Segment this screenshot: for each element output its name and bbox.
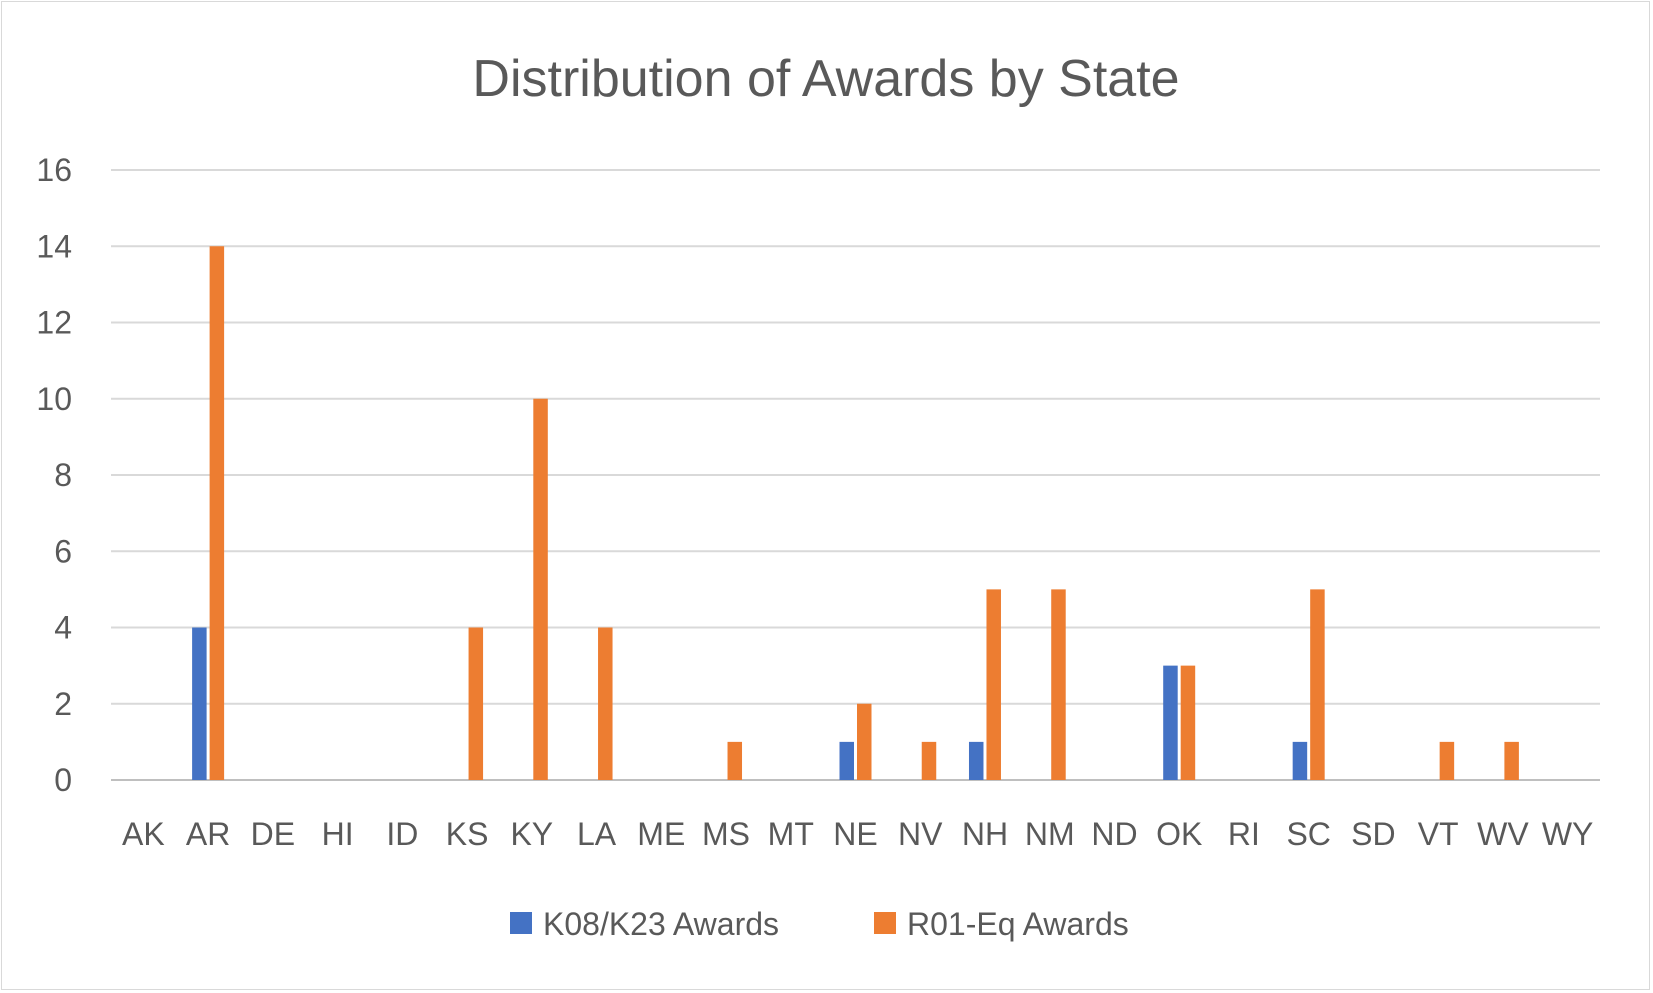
x-tick-label: ID [386,816,418,852]
bar-sc-series-2 [1310,589,1325,780]
x-axis-ticks: AK AR DE HI ID KS KY LA ME MS MT NE NV NH NM ND OK RI SC SD… [122,816,1593,852]
bar-nh-series-2 [986,589,1001,780]
bar-ok-series-1 [1163,665,1178,780]
bar-ms-series-2 [727,741,743,780]
x-tick-label: MT [768,816,814,852]
x-tick-label: WV [1477,816,1529,852]
bar-ne-series-1 [839,741,854,780]
x-tick-label: NH [962,816,1008,852]
x-tick-label: DE [251,816,295,852]
bar-ok-series-2 [1180,665,1196,780]
y-axis-ticks: 0 2 4 6 8 10 12 14 16 [36,152,72,798]
x-tick-label: AK [122,816,165,852]
x-tick-label: MS [702,816,750,852]
y-tick-label: 12 [36,305,72,341]
bar-ky-series-2 [533,398,548,780]
bar-ar-series-2 [209,246,225,780]
bar-ne-series-2 [857,703,872,780]
x-tick-label: SC [1286,816,1330,852]
legend-swatch [510,912,532,934]
bar-vt-series-2 [1439,741,1455,780]
bar-ar-series-1 [192,627,207,780]
x-tick-label: AR [186,816,230,852]
x-tick-label: SD [1351,816,1395,852]
legend: K08/K23 Awards R01-Eq Awards [510,906,1129,942]
x-tick-label: NM [1025,816,1075,852]
x-tick-label: ND [1091,816,1137,852]
x-tick-label: OK [1156,816,1202,852]
bar-nv-series-2 [921,741,937,780]
x-tick-label: RI [1228,816,1260,852]
x-tick-label: WY [1542,816,1594,852]
bar-la-series-2 [598,627,613,780]
y-tick-label: 2 [54,686,72,722]
legend-label: K08/K23 Awards [543,906,779,942]
x-tick-label: NV [898,816,943,852]
bar-nm-series-2 [1051,589,1066,780]
x-tick-label: KS [446,816,489,852]
x-tick-label: KY [510,816,553,852]
x-tick-label: NE [833,816,877,852]
y-tick-label: 10 [36,381,72,417]
y-tick-label: 14 [36,228,72,264]
y-tick-label: 4 [54,610,72,646]
x-tick-label: HI [322,816,354,852]
legend-label: R01-Eq Awards [907,906,1129,942]
legend-swatch [874,912,896,934]
bar-wv-series-2 [1504,741,1519,780]
chart-title: Distribution of Awards by State [472,50,1179,108]
bar-nh-series-1 [968,741,984,780]
y-tick-label: 8 [54,457,72,493]
y-tick-label: 0 [54,762,72,798]
x-tick-label: ME [637,816,685,852]
bar-sc-series-1 [1292,741,1308,780]
x-tick-label: VT [1418,816,1459,852]
y-tick-label: 6 [54,533,72,569]
x-tick-label: LA [577,816,617,852]
gridlines [111,169,1600,781]
bar-ks-series-2 [468,627,484,780]
y-tick-label: 16 [36,152,72,188]
bars [192,246,1519,780]
